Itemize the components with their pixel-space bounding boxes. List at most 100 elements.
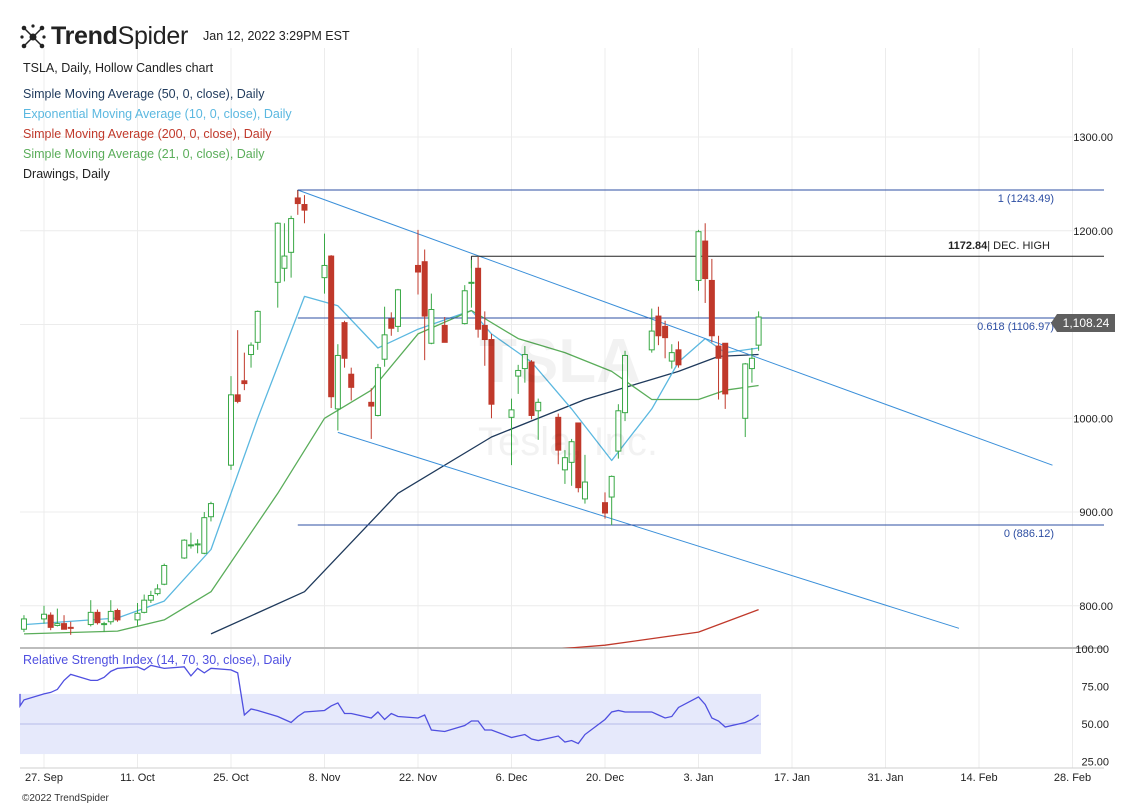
candle-body	[321, 264, 328, 279]
candle-body	[428, 309, 435, 344]
dec-high-label: 1172.84| DEC. HIGH	[948, 240, 1050, 252]
fib-level-label: 0.618 (1106.97)	[977, 321, 1054, 333]
candle-body	[708, 279, 715, 337]
current-price-badge: 1,108.24	[1051, 314, 1115, 332]
candle-body	[528, 361, 535, 416]
candle-body	[421, 261, 428, 317]
candle-body	[742, 363, 749, 419]
candle-body	[481, 324, 488, 341]
moving-average-line	[23, 309, 759, 635]
candle-body	[154, 588, 161, 595]
candle-body	[461, 290, 468, 325]
candle-body	[134, 612, 141, 621]
x-tick-label: 11. Oct	[120, 772, 155, 784]
x-tick-label: 3. Jan	[684, 772, 714, 784]
candle-body	[341, 322, 348, 359]
x-tick-label: 27. Sep	[25, 772, 63, 784]
candles	[20, 190, 762, 635]
candle-body	[288, 218, 295, 253]
candle-body	[374, 367, 381, 416]
candle-body	[662, 325, 669, 339]
candle-body	[141, 599, 148, 613]
candle-body	[521, 354, 528, 370]
candle-body	[348, 373, 355, 388]
candle-body	[254, 310, 261, 343]
x-tick-label: 6. Dec	[496, 772, 528, 784]
legend-sma21[interactable]: Simple Moving Average (21, 0, close), Da…	[23, 147, 265, 161]
y-tick-label: 900.00	[1079, 507, 1113, 519]
candle-body	[87, 611, 94, 626]
candle-body	[702, 240, 709, 280]
dec-high-text: | DEC. HIGH	[987, 240, 1050, 252]
legend-ema10[interactable]: Exponential Moving Average (10, 0, close…	[23, 107, 292, 121]
candle-body	[555, 416, 562, 451]
candle-body	[301, 204, 308, 211]
candle-body	[101, 623, 108, 626]
rsi-label[interactable]: Relative Strength Index (14, 70, 30, clo…	[23, 653, 292, 667]
rsi-panel	[19, 664, 761, 755]
candle-body	[468, 281, 475, 284]
candle-body	[602, 502, 608, 514]
candle-body	[755, 316, 762, 346]
candle-body	[715, 345, 722, 359]
candle-body	[161, 564, 168, 585]
candle-body	[281, 255, 288, 269]
candle-body	[388, 318, 395, 329]
candle-body	[201, 517, 208, 554]
y-tick-label: 1300.00	[1073, 132, 1113, 144]
candle-body	[722, 342, 729, 395]
legend-sma50[interactable]: Simple Moving Average (50, 0, close), Da…	[23, 87, 265, 101]
axes: 27. Sep 11. Oct 25. Oct 8. Nov 22. Nov 6. Dec…	[25, 132, 1113, 784]
candle-body	[114, 609, 121, 621]
candle-body	[294, 197, 301, 205]
legend-sma200[interactable]: Simple Moving Average (200, 0, close), D…	[23, 127, 272, 141]
candle-body	[488, 339, 495, 405]
candle-body	[648, 330, 655, 351]
dec-high-price: 1172.84	[948, 240, 988, 252]
candle-body	[394, 289, 401, 327]
candle-body	[508, 409, 515, 418]
candle-body	[20, 618, 27, 630]
brand-name: TrendSpider	[51, 22, 189, 50]
candle-body	[248, 344, 255, 356]
rsi-tick-label: 75.00	[1081, 681, 1109, 693]
watermark-company: Tesla, Inc.	[478, 420, 658, 464]
candle-body	[535, 401, 542, 412]
candle-body	[194, 543, 201, 546]
watermark-ticker: TSLA	[479, 327, 641, 396]
channel-line	[337, 431, 960, 629]
x-tick-label: 17. Jan	[774, 772, 810, 784]
x-tick-label: 20. Dec	[586, 772, 624, 784]
candle-body	[94, 611, 101, 624]
candle-body	[61, 623, 68, 630]
candle-body	[575, 422, 582, 489]
candle-body	[581, 481, 588, 500]
x-tick-label: 14. Feb	[960, 772, 997, 784]
candle-body	[47, 614, 54, 628]
candle-body	[107, 610, 114, 623]
candle-body	[561, 457, 568, 471]
moving-averages	[23, 295, 759, 648]
y-tick-label: 1200.00	[1073, 226, 1113, 238]
candle-body	[622, 354, 629, 414]
channel-line	[297, 189, 1053, 466]
x-tick-label: 8. Nov	[309, 772, 341, 784]
candle-body	[67, 626, 74, 629]
x-tick-label: 28. Feb	[1054, 772, 1091, 784]
candle-body	[274, 222, 281, 283]
legend-drawings[interactable]: Drawings, Daily	[23, 167, 110, 181]
candle-body	[381, 334, 388, 360]
y-tick-label: 800.00	[1079, 601, 1113, 613]
candle-body	[328, 255, 335, 398]
rsi-tick-label: 50.00	[1081, 719, 1109, 731]
candle-body	[615, 410, 622, 452]
candle-body	[515, 369, 522, 377]
candle-body	[187, 544, 194, 547]
candle-body	[475, 267, 482, 330]
candle-body	[441, 324, 448, 343]
candle-body	[695, 231, 702, 281]
candle-body	[228, 394, 234, 466]
candle-body	[41, 613, 47, 620]
candle-body	[54, 623, 61, 626]
